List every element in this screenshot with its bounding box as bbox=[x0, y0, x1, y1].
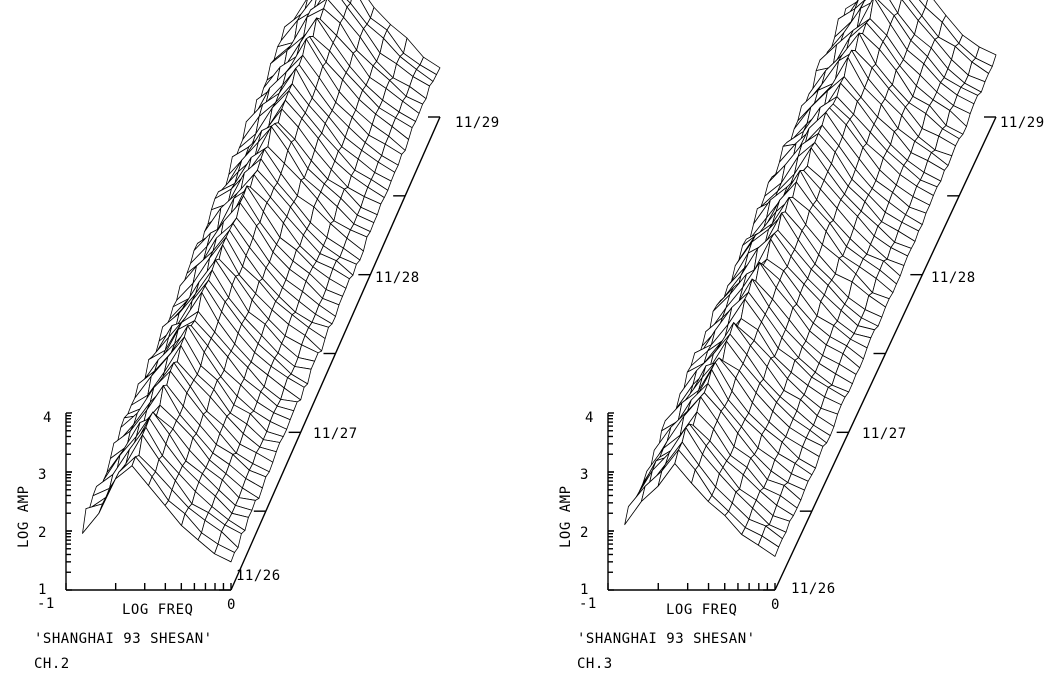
y-tick-label-4: 4 bbox=[43, 410, 52, 426]
station-caption: 'SHANGHAI 93 SHESAN' bbox=[577, 631, 756, 647]
y-tick-label-4: 4 bbox=[585, 410, 594, 426]
surface-front-profile bbox=[624, 463, 776, 557]
date-label-1127: 11/27 bbox=[862, 426, 907, 442]
x-tick-label-right: 0 bbox=[771, 597, 780, 613]
date-label-1129: 11/29 bbox=[455, 115, 500, 131]
y-tick-label-3: 3 bbox=[580, 467, 589, 483]
surface-front-profile bbox=[82, 465, 232, 563]
y-tick-label-1: 1 bbox=[580, 582, 589, 598]
x-tick-label-left: -1 bbox=[579, 596, 597, 612]
surface-mesh bbox=[82, 0, 441, 563]
surface-mesh bbox=[624, 0, 997, 557]
x-tick-label-left: -1 bbox=[37, 596, 55, 612]
y-axis-label: LOG AMP bbox=[16, 485, 32, 548]
date-label-1126: 11/26 bbox=[791, 581, 836, 597]
x-axis-label: LOG FREQ bbox=[122, 602, 193, 618]
y-tick-label-2: 2 bbox=[38, 525, 47, 541]
station-caption: 'SHANGHAI 93 SHESAN' bbox=[34, 631, 213, 647]
y-axis-label: LOG AMP bbox=[558, 485, 574, 548]
channel-label: CH.2 bbox=[34, 656, 70, 672]
y-tick-label-3: 3 bbox=[38, 467, 47, 483]
x-axis-label: LOG FREQ bbox=[666, 602, 737, 618]
y-ticks bbox=[66, 412, 72, 591]
panel-ch2: 4 3 2 1 LOG AMP -1 0 LOG FREQ 11/26 11/2… bbox=[16, 0, 500, 672]
date-ticks bbox=[219, 116, 440, 591]
x-tick-label-right: 0 bbox=[227, 597, 236, 613]
date-label-1128: 11/28 bbox=[931, 270, 976, 286]
y-tick-label-1: 1 bbox=[38, 582, 47, 598]
channel-label: CH.3 bbox=[577, 656, 613, 672]
x-ticks bbox=[65, 583, 232, 590]
date-ticks bbox=[763, 116, 996, 591]
date-label-1128: 11/28 bbox=[375, 270, 420, 286]
y-ticks bbox=[608, 412, 614, 591]
panel-ch3: 4 3 2 1 LOG AMP -1 0 LOG FREQ 11/26 11/2… bbox=[558, 0, 1045, 672]
y-tick-label-2: 2 bbox=[580, 525, 589, 541]
x-ticks bbox=[607, 583, 776, 590]
date-label-1126: 11/26 bbox=[236, 568, 281, 584]
date-label-1129: 11/29 bbox=[1000, 115, 1045, 131]
date-label-1127: 11/27 bbox=[313, 426, 358, 442]
